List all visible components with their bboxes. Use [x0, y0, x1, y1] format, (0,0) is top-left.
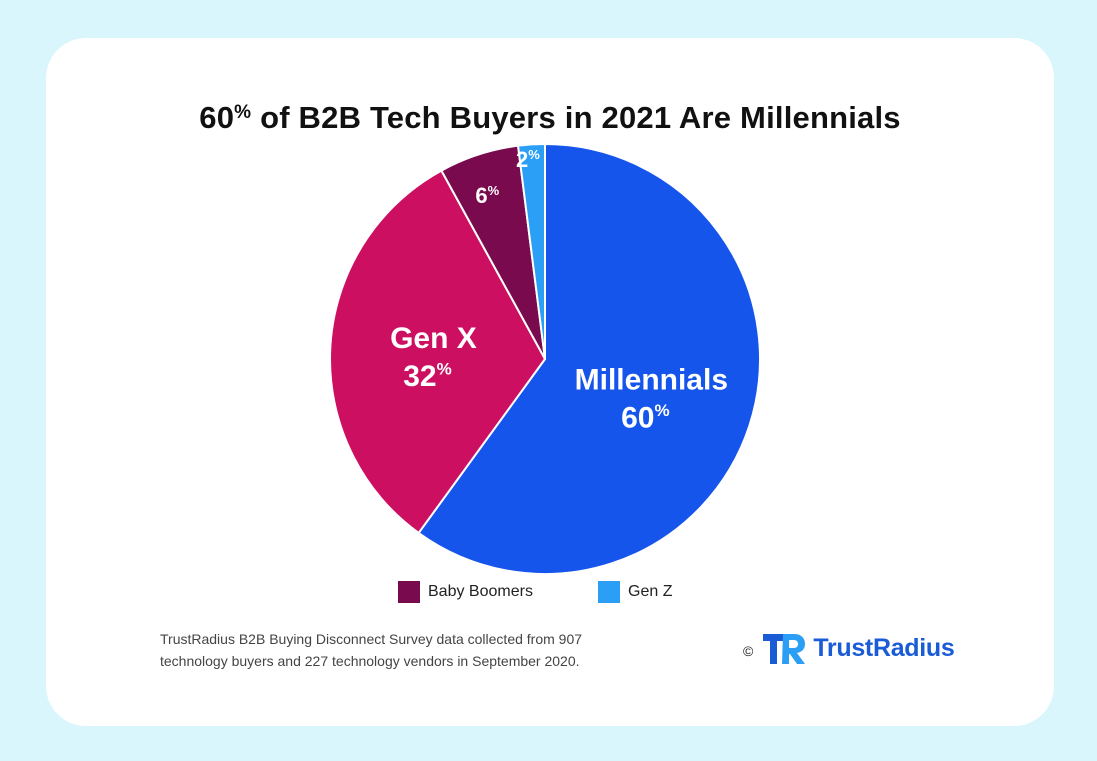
- legend-item-baby-boomers: Baby Boomers: [398, 581, 533, 603]
- trustradius-logo-icon: [763, 634, 806, 664]
- pie-slice-millennials: [417, 142, 761, 575]
- slice-label-baby-boomers: 6%: [475, 183, 499, 208]
- legend-label-baby-boomers: Baby Boomers: [428, 583, 533, 600]
- pie-slice-gen-z: [516, 142, 546, 360]
- infographic-card: 60% of B2B Tech Buyers in 2021 Are Mille…: [46, 38, 1054, 726]
- pie-slice-gen-x: [329, 169, 547, 535]
- source-footnote: TrustRadius B2B Buying Disconnect Survey…: [160, 628, 630, 672]
- legend-label-gen-z: Gen Z: [628, 583, 673, 600]
- legend-swatch-baby-boomers: [398, 581, 420, 603]
- slice-label-gen-x: Gen X 32%: [390, 322, 477, 393]
- copyright-symbol: ©: [743, 643, 754, 659]
- brand-block: © TrustRadius: [743, 630, 955, 666]
- slice-percent-baby-boomers: %: [488, 183, 500, 198]
- pie-chart: Millennials 60%Gen X 32%6%2%: [329, 142, 761, 575]
- slice-value-millennials: 60: [621, 402, 654, 435]
- slice-percent-millennials: %: [655, 401, 670, 420]
- title-main: 60: [199, 100, 235, 135]
- footnote-line-2: technology buyers and 227 technology ven…: [160, 653, 580, 669]
- slice-label-millennials: Millennials 60%: [575, 364, 728, 435]
- slice-percent-gen-z: %: [528, 147, 540, 162]
- slice-value-baby-boomers: 6: [475, 183, 487, 208]
- title-percent-sign: %: [234, 102, 252, 123]
- footnote-line-1: TrustRadius B2B Buying Disconnect Survey…: [160, 631, 583, 647]
- brand-name: TrustRadius: [813, 633, 955, 662]
- slice-value-gen-z: 2: [516, 147, 528, 172]
- slice-percent-gen-x: %: [437, 360, 452, 379]
- slice-name-gen-x: Gen X: [390, 322, 477, 355]
- slice-value-gen-x: 32: [403, 360, 436, 393]
- legend-swatch-gen-z: [598, 581, 620, 603]
- slice-name-millennials: Millennials: [575, 364, 728, 397]
- title-rest: of B2B Tech Buyers in 2021 Are Millennia…: [251, 100, 901, 135]
- slice-label-gen-z: 2%: [516, 147, 540, 172]
- legend-item-gen-z: Gen Z: [598, 581, 672, 603]
- chart-title: 60% of B2B Tech Buyers in 2021 Are Mille…: [46, 100, 1054, 136]
